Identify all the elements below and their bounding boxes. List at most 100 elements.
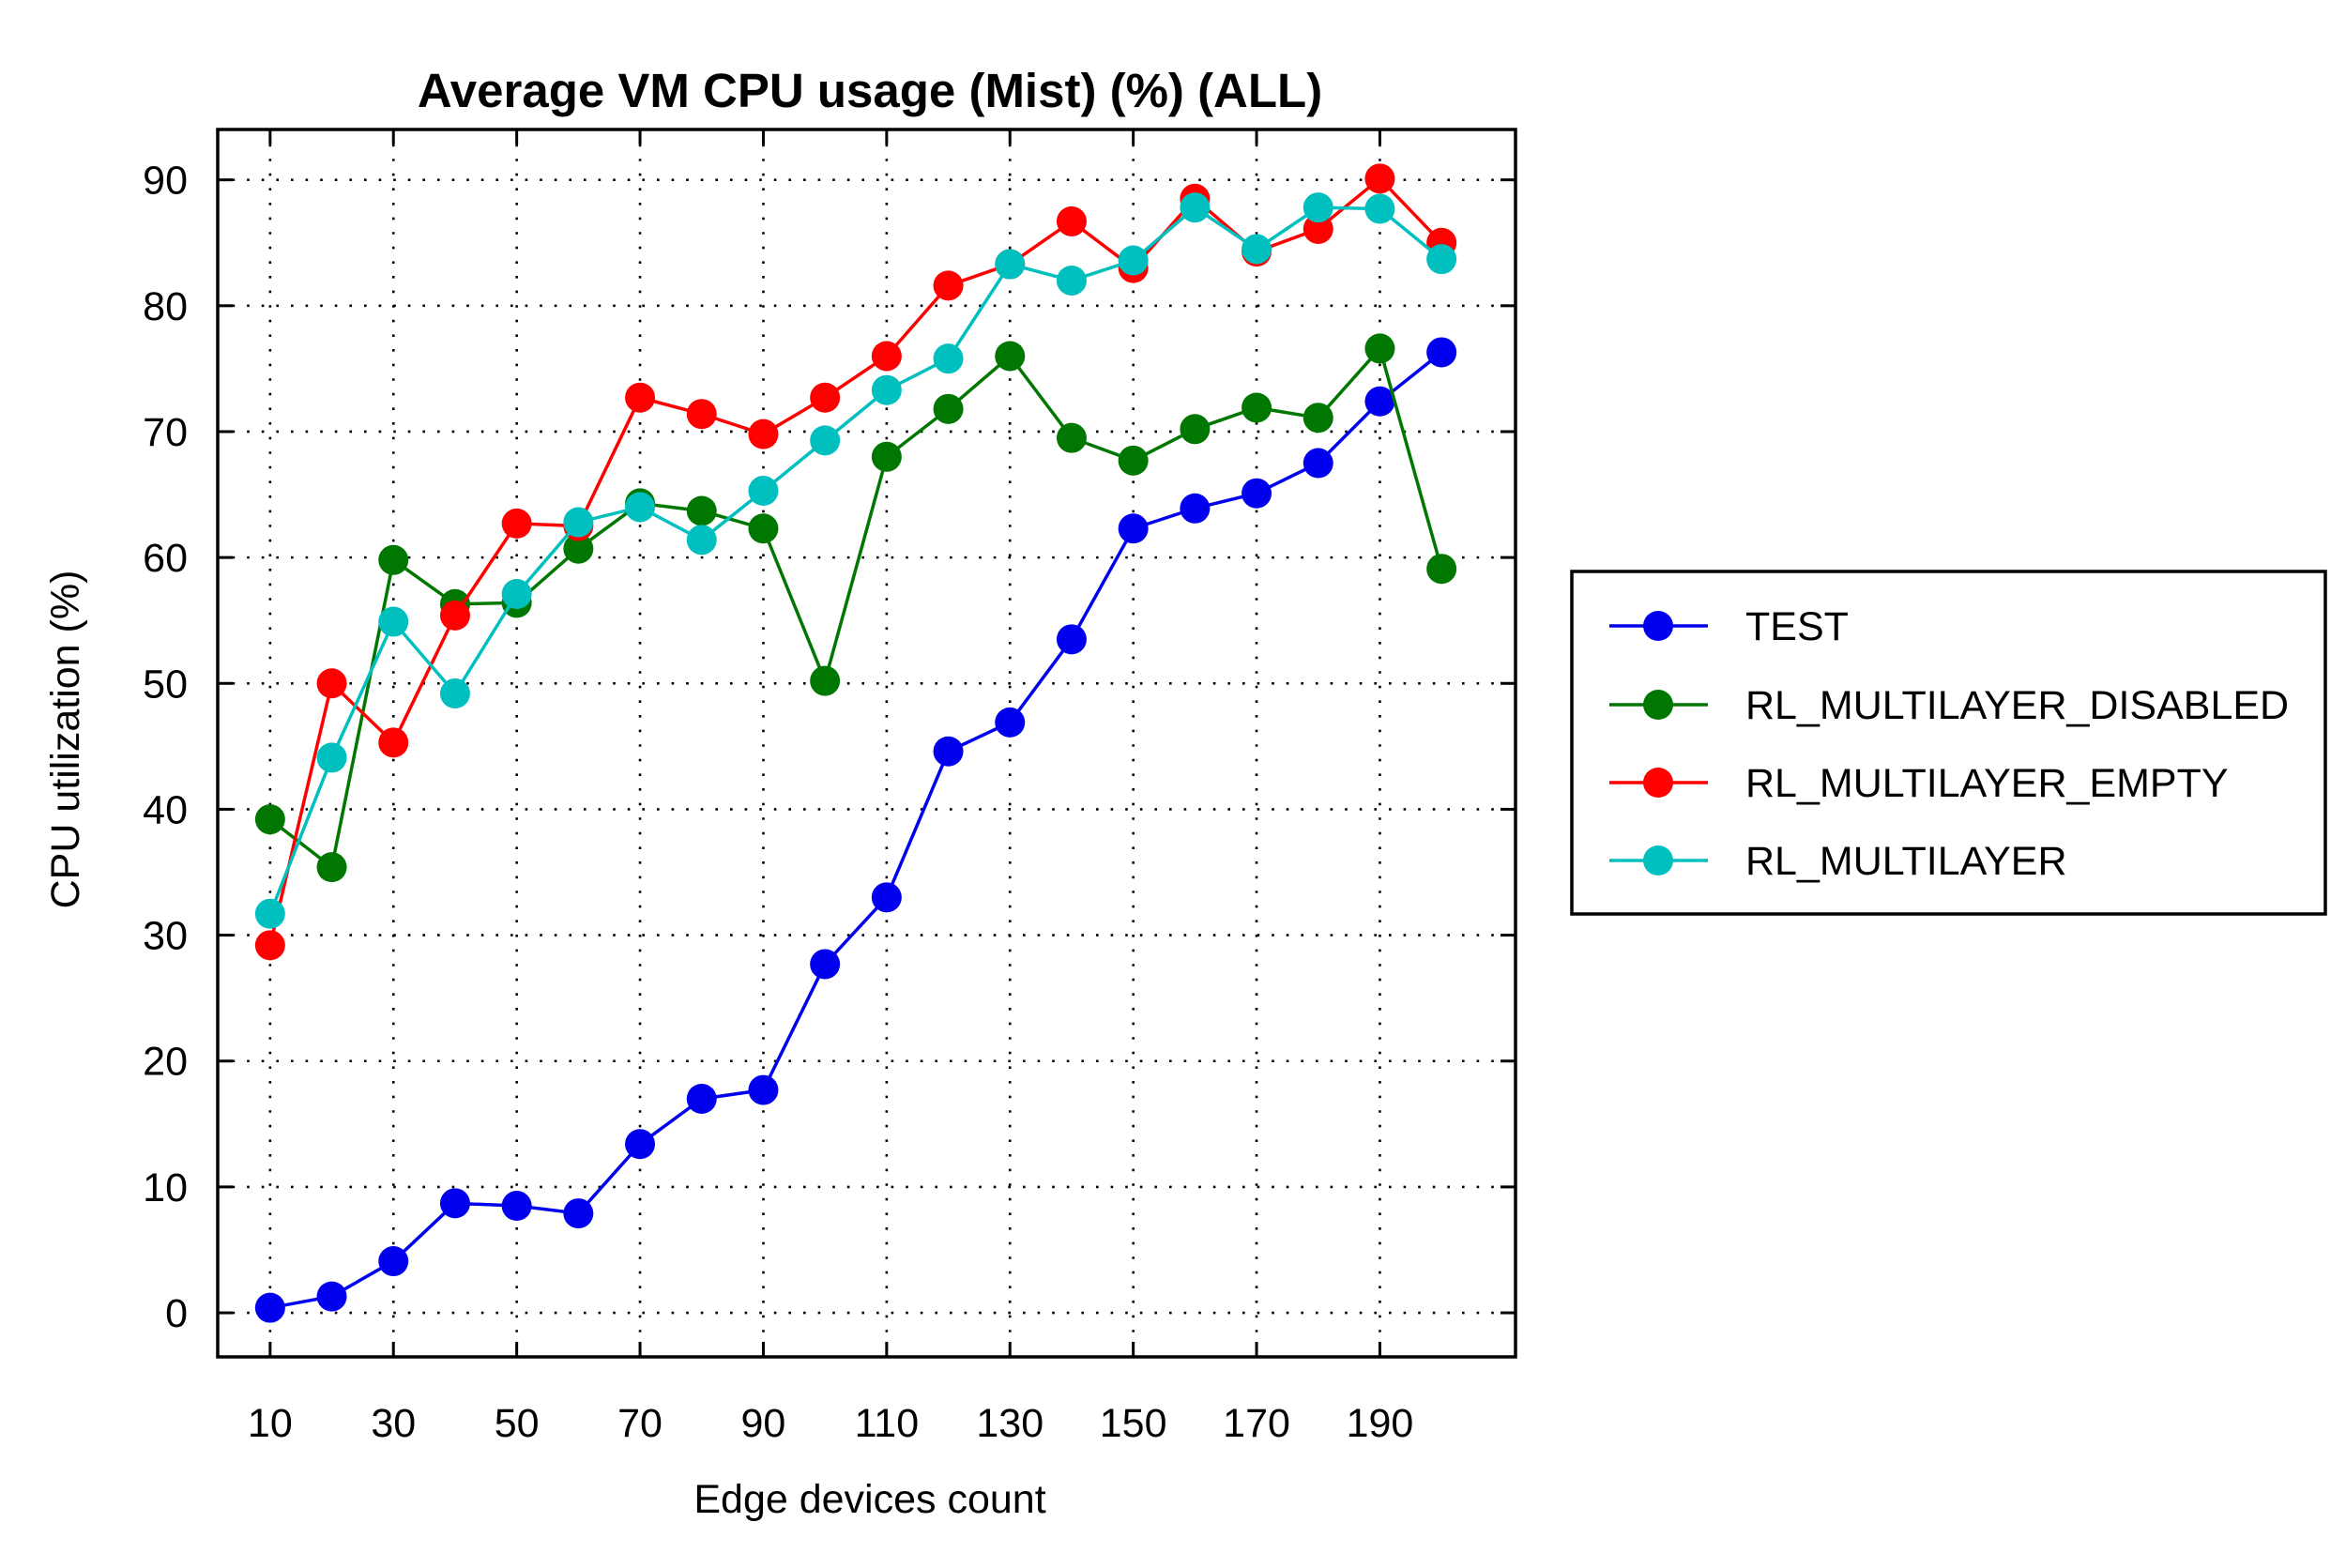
plot-frame <box>216 128 1517 1359</box>
data-point <box>316 668 347 699</box>
x-tick-label: 50 <box>495 1401 540 1446</box>
data-point <box>1118 245 1149 276</box>
data-point <box>1364 163 1395 194</box>
x-tick-label: 10 <box>248 1401 293 1446</box>
y-tick-label: 50 <box>143 662 188 707</box>
data-point <box>1056 624 1087 655</box>
y-tick-label: 90 <box>143 159 188 204</box>
series-line-rl-multilayer-empty <box>268 175 1443 946</box>
x-axis-label: Edge devices count <box>693 1477 1045 1522</box>
ticks-layer: 0 10 20 30 40 50 60 70 80 90 10 30 50 70 90 110 130 150 17… <box>143 129 1516 1446</box>
y-tick-label: 80 <box>143 284 188 329</box>
x-tick-label: 90 <box>741 1401 786 1446</box>
y-tick-label: 60 <box>143 536 188 581</box>
data-point <box>1118 513 1149 544</box>
data-point <box>1242 234 1272 265</box>
x-tick-label: 30 <box>371 1401 416 1446</box>
data-point <box>810 949 841 980</box>
data-point <box>439 1188 470 1219</box>
legend-item-rl-multilayer-empty: RL_MULTILAYER_EMPTY <box>1609 761 2229 806</box>
data-point <box>563 533 594 564</box>
grid-layer <box>218 129 1516 1357</box>
data-point <box>686 495 717 526</box>
data-point <box>1180 493 1211 524</box>
data-point <box>1302 448 1333 479</box>
data-point <box>378 1246 409 1277</box>
chart-title: Average VM CPU usage (Mist) (%) (ALL) <box>418 64 1322 117</box>
data-point <box>995 707 1026 738</box>
data-point <box>748 476 779 507</box>
data-point <box>1426 337 1457 368</box>
data-point <box>933 736 964 767</box>
data-point <box>1426 244 1457 275</box>
data-point <box>1302 403 1333 434</box>
data-point <box>1242 392 1272 423</box>
data-point <box>316 852 347 883</box>
data-point <box>995 341 1026 372</box>
legend-marker <box>1643 611 1673 641</box>
data-point <box>254 1292 285 1323</box>
data-point <box>439 678 470 709</box>
data-point <box>871 374 902 405</box>
legend-label: RL_MULTILAYER <box>1745 839 2067 884</box>
data-point <box>378 606 409 637</box>
data-point <box>439 600 470 631</box>
x-tick-label: 70 <box>617 1401 663 1446</box>
data-point <box>625 492 656 523</box>
series-rl-multilayer-disabled <box>254 333 1457 883</box>
data-point <box>748 1074 779 1105</box>
data-point <box>748 513 779 544</box>
x-tick-label: 150 <box>1100 1401 1167 1446</box>
series-rl-multilayer <box>254 192 1457 929</box>
data-point <box>748 419 779 449</box>
data-point <box>1180 414 1211 445</box>
data-point <box>254 930 285 961</box>
x-tick-label: 170 <box>1223 1401 1290 1446</box>
x-tick-label: 190 <box>1347 1401 1414 1446</box>
legend-label: RL_MULTILAYER_DISABLED <box>1745 683 2289 728</box>
data-point <box>995 249 1026 280</box>
data-point <box>686 399 717 430</box>
y-tick-label: 0 <box>165 1291 188 1336</box>
data-point <box>563 507 594 538</box>
data-point <box>810 382 841 413</box>
data-point <box>1180 192 1211 223</box>
y-tick-label: 70 <box>143 410 188 455</box>
data-point <box>1056 422 1087 453</box>
data-point <box>1426 554 1457 585</box>
data-point <box>871 882 902 913</box>
legend: TEST RL_MULTILAYER_DISABLED RL_MULTILAYER_… <box>1570 570 2327 916</box>
data-point <box>254 804 285 835</box>
data-point <box>625 1129 656 1160</box>
data-point <box>933 393 964 424</box>
data-point <box>378 544 409 575</box>
y-tick-label: 20 <box>143 1040 188 1085</box>
data-point <box>316 742 347 773</box>
x-tick-label: 130 <box>976 1401 1044 1446</box>
data-point <box>871 341 902 372</box>
legend-label: RL_MULTILAYER_EMPTY <box>1745 761 2229 806</box>
data-point <box>871 441 902 472</box>
y-axis-label: CPU utilization (%) <box>43 571 88 909</box>
y-tick-label: 10 <box>143 1165 188 1210</box>
series-test <box>254 337 1457 1323</box>
data-point <box>1364 386 1395 417</box>
legend-marker <box>1643 690 1673 720</box>
data-point <box>378 727 409 758</box>
x-tick-label: 110 <box>855 1401 920 1446</box>
data-point <box>1242 478 1272 509</box>
data-point <box>810 665 841 696</box>
data-point <box>563 1198 594 1229</box>
legend-box <box>1570 570 2327 916</box>
data-point <box>316 1281 347 1312</box>
legend-item-rl-multilayer: RL_MULTILAYER <box>1609 839 2067 884</box>
data-point <box>1302 213 1333 244</box>
data-point <box>810 425 841 456</box>
data-point <box>933 343 964 374</box>
series-rl-multilayer-empty <box>254 163 1457 961</box>
data-point <box>933 270 964 301</box>
data-point <box>686 1083 717 1114</box>
legend-item-rl-multilayer-disabled: RL_MULTILAYER_DISABLED <box>1609 683 2289 728</box>
